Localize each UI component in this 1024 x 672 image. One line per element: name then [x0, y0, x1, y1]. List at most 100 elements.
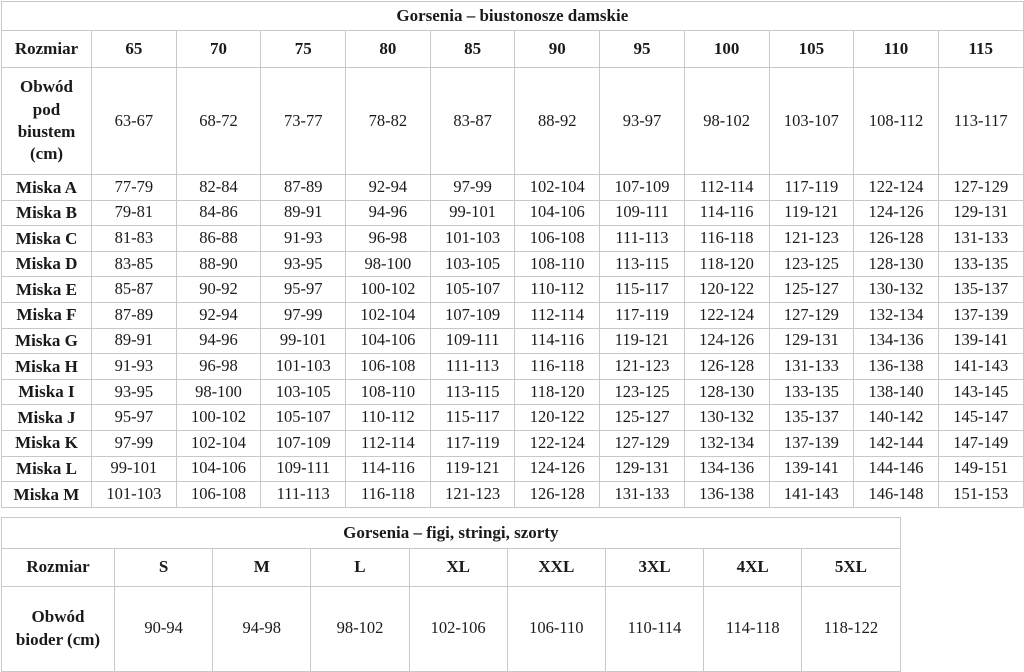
cup-value-j-95: 125-127	[599, 404, 685, 431]
cup-value-b-110: 124-126	[853, 199, 939, 227]
cup-value-c-100: 116-118	[683, 225, 770, 252]
cup-value-k-115: 147-149	[937, 429, 1024, 457]
table-row: Miska K 97-99 102-104 107-109 112-114 117-119…	[1, 429, 1024, 457]
cup-value-a-90: 102-104	[514, 174, 601, 201]
cup-value-j-75: 105-107	[260, 404, 347, 431]
cup-value-c-85: 101-103	[429, 225, 516, 252]
cup-value-a-95: 107-109	[599, 174, 685, 201]
cup-value-f-70: 92-94	[175, 301, 262, 329]
cup-value-h-110: 136-138	[853, 353, 939, 380]
bra-size-header-label: Rozmiar	[1, 30, 92, 68]
cup-value-a-85: 97-99	[429, 174, 516, 201]
cup-value-c-80: 96-98	[345, 225, 431, 252]
bra-size-header-85: 85	[429, 30, 516, 68]
cup-value-i-95: 123-125	[599, 378, 685, 406]
cup-value-a-70: 82-84	[175, 174, 262, 201]
hips-row: Obwód bioder (cm) 90-94 94-98 98-102 102-106…	[1, 585, 901, 672]
cup-row-label-miska-e: Miska E	[1, 276, 92, 303]
cup-value-g-100: 124-126	[683, 327, 770, 355]
cup-value-c-65: 81-83	[91, 225, 177, 252]
cup-value-g-105: 129-131	[768, 327, 855, 355]
cup-row-label-miska-f: Miska F	[1, 301, 92, 329]
cup-row-label-miska-h: Miska H	[1, 353, 92, 380]
cup-value-d-105: 123-125	[768, 250, 855, 278]
cup-value-f-95: 117-119	[599, 301, 685, 329]
cup-value-g-110: 134-136	[853, 327, 939, 355]
cup-value-c-110: 126-128	[853, 225, 939, 252]
cup-value-a-80: 92-94	[345, 174, 431, 201]
cup-value-i-90: 118-120	[514, 378, 601, 406]
underbust-value-70: 68-72	[175, 67, 262, 175]
cup-value-k-100: 132-134	[683, 429, 770, 457]
cup-value-l-65: 99-101	[91, 455, 177, 483]
cup-value-j-105: 135-137	[768, 404, 855, 431]
cup-row-label-miska-c: Miska C	[1, 225, 92, 252]
cup-value-k-65: 97-99	[91, 429, 177, 457]
cup-value-m-80: 116-118	[345, 481, 431, 508]
underbust-value-90: 88-92	[514, 67, 601, 175]
cup-value-f-115: 137-139	[937, 301, 1024, 329]
cup-value-d-65: 83-85	[91, 250, 177, 278]
cup-value-i-100: 128-130	[683, 378, 770, 406]
underbust-value-85: 83-87	[429, 67, 516, 175]
bra-size-header-95: 95	[599, 30, 685, 68]
table-spacer	[0, 508, 1024, 517]
cup-value-m-105: 141-143	[768, 481, 855, 508]
table-row: Miska J 95-97 100-102 105-107 110-112 115-117…	[1, 404, 1024, 431]
hips-value-4xl: 114-118	[703, 585, 803, 672]
brief-size-header-m: M	[212, 547, 312, 587]
brief-size-table: Gorsenia – figi, stringi, szorty Rozmiar S…	[1, 516, 901, 672]
underbust-value-95: 93-97	[599, 67, 685, 175]
cup-value-a-115: 127-129	[937, 174, 1024, 201]
cup-value-b-105: 119-121	[768, 199, 855, 227]
cup-value-d-95: 113-115	[599, 250, 685, 278]
brief-title-row: Gorsenia – figi, stringi, szorty	[1, 516, 901, 549]
cup-value-h-75: 101-103	[260, 353, 347, 380]
brief-size-header-label: Rozmiar	[1, 547, 115, 587]
cup-value-f-85: 107-109	[429, 301, 516, 329]
bra-size-table: Gorsenia – biustonosze damskie Rozmiar 65 7…	[1, 1, 1024, 508]
hips-value-l: 98-102	[310, 585, 410, 672]
cup-value-b-75: 89-91	[260, 199, 347, 227]
cup-value-e-95: 115-117	[599, 276, 685, 303]
cup-row-label-miska-a: Miska A	[1, 174, 92, 201]
cup-value-f-110: 132-134	[853, 301, 939, 329]
cup-value-l-85: 119-121	[429, 455, 516, 483]
hips-value-xl: 102-106	[408, 585, 508, 672]
brief-table-title: Gorsenia – figi, stringi, szorty	[1, 516, 901, 549]
cup-value-m-90: 126-128	[514, 481, 601, 508]
cup-value-l-110: 144-146	[853, 455, 939, 483]
underbust-value-100: 98-102	[683, 67, 770, 175]
underbust-value-80: 78-82	[345, 67, 431, 175]
cup-value-i-105: 133-135	[768, 378, 855, 406]
cup-value-e-105: 125-127	[768, 276, 855, 303]
cup-value-m-100: 136-138	[683, 481, 770, 508]
cup-row-label-miska-j: Miska J	[1, 404, 92, 431]
cup-value-k-105: 137-139	[768, 429, 855, 457]
cup-value-g-95: 119-121	[599, 327, 685, 355]
brief-size-header-3xl: 3XL	[604, 547, 705, 587]
cup-value-e-90: 110-112	[514, 276, 601, 303]
cup-value-m-85: 121-123	[429, 481, 516, 508]
cup-value-h-80: 106-108	[345, 353, 431, 380]
cup-value-f-75: 97-99	[260, 301, 347, 329]
cup-value-l-80: 114-116	[345, 455, 431, 483]
cup-value-h-105: 131-133	[768, 353, 855, 380]
cup-value-l-70: 104-106	[175, 455, 262, 483]
cup-value-c-105: 121-123	[768, 225, 855, 252]
cup-value-k-75: 107-109	[260, 429, 347, 457]
cup-value-m-70: 106-108	[175, 481, 262, 508]
cup-value-e-80: 100-102	[345, 276, 431, 303]
bra-header-row: Rozmiar 65 70 75 80 85 90 95 100 105 110 115	[1, 30, 1024, 68]
bra-size-header-70: 70	[175, 30, 262, 68]
table-row: Miska F 87-89 92-94 97-99 102-104 107-109 112-…	[1, 301, 1024, 329]
cup-value-l-75: 109-111	[260, 455, 347, 483]
cup-value-j-110: 140-142	[853, 404, 939, 431]
cup-value-j-70: 100-102	[175, 404, 262, 431]
bra-size-header-65: 65	[91, 30, 177, 68]
brief-header-row: Rozmiar S M L XL XXL 3XL 4XL 5XL	[1, 547, 901, 587]
cup-value-a-105: 117-119	[768, 174, 855, 201]
cup-value-e-75: 95-97	[260, 276, 347, 303]
cup-row-label-miska-m: Miska M	[1, 481, 92, 508]
brief-size-header-xl: XL	[408, 547, 508, 587]
